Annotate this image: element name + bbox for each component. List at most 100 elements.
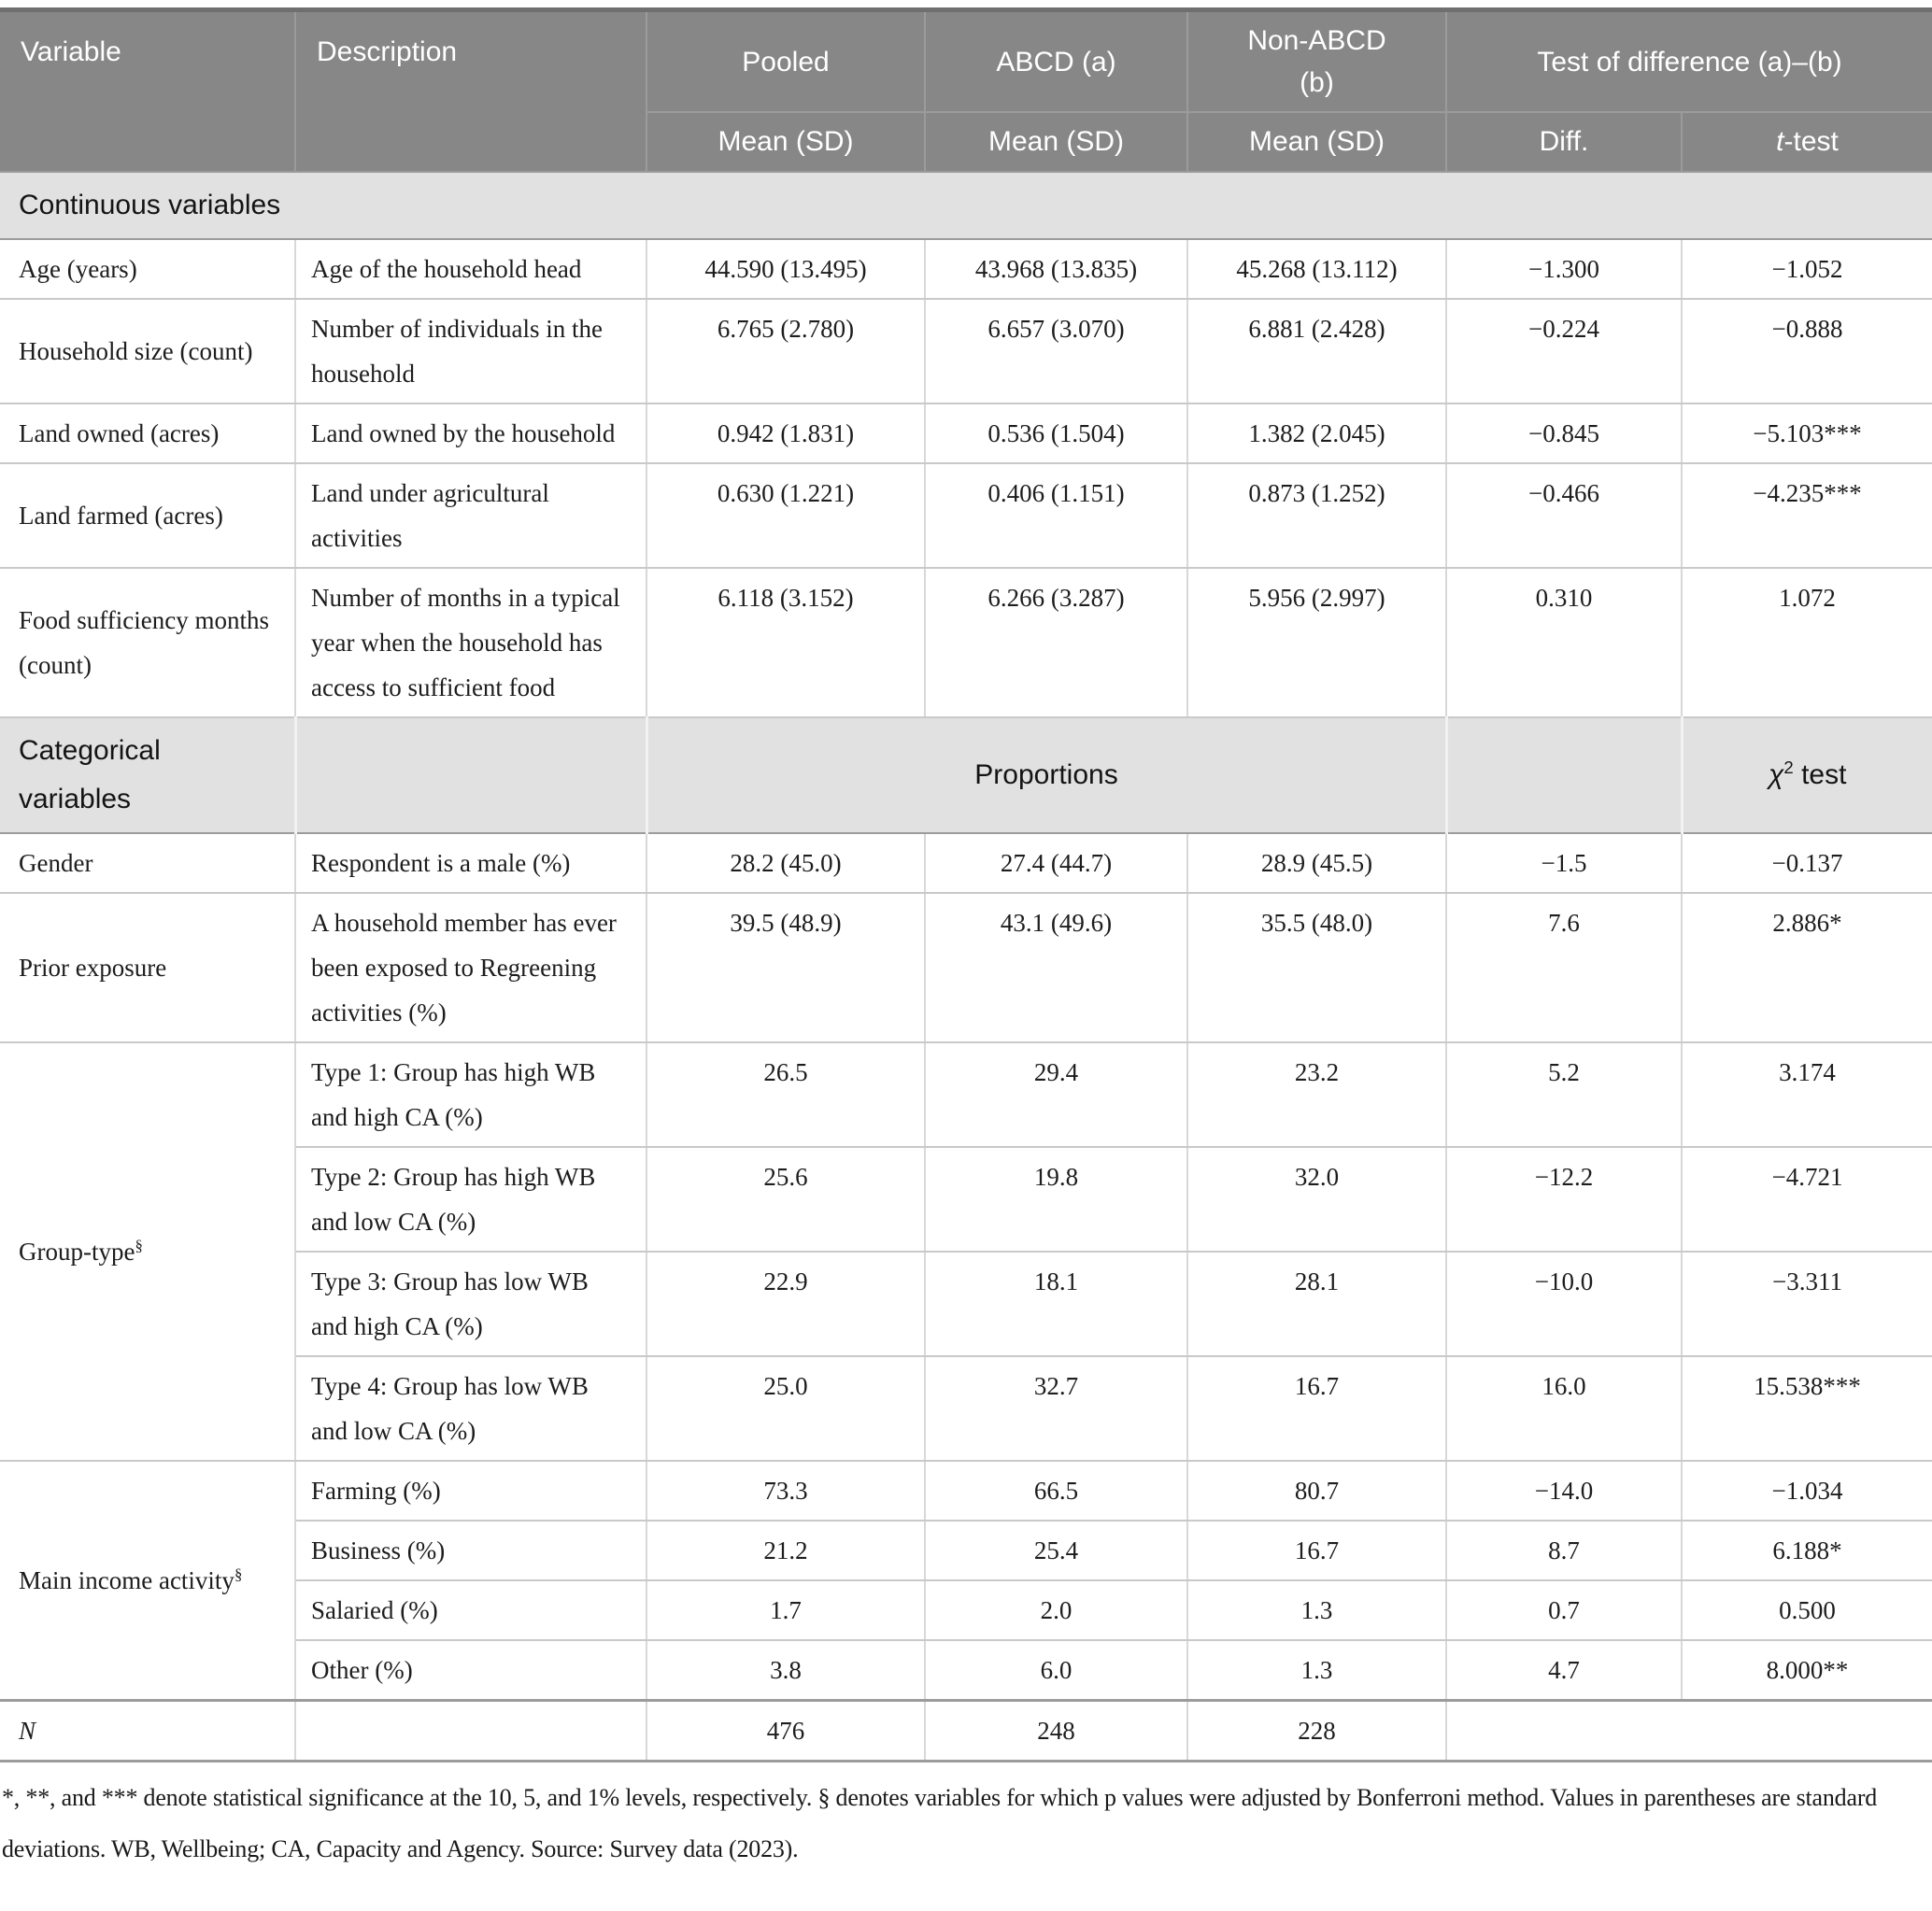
- cell-type2-abcd: 19.8: [925, 1147, 1188, 1253]
- cell-land-farmed-description: Land under agricultural activities: [295, 463, 647, 569]
- cell-n-empty-test: [1446, 1699, 1932, 1762]
- row-gender: Gender Respondent is a male (%) 28.2 (45…: [0, 833, 1932, 894]
- row-age: Age (years) Age of the household head 44…: [0, 239, 1932, 300]
- section-continuous-label: Continuous variables: [0, 171, 1932, 240]
- cell-land-farmed-pooled: 0.630 (1.221): [646, 463, 926, 569]
- cell-farming-pooled: 73.3: [646, 1461, 926, 1522]
- cell-prior-exposure-variable: Prior exposure: [0, 893, 296, 1043]
- header-non-abcd-line1: Non-ABCD: [1247, 25, 1386, 56]
- cell-prior-exposure-ttest: 2.886*: [1682, 893, 1932, 1043]
- cell-gender-pooled: 28.2 (45.0): [646, 833, 926, 894]
- cell-n-pooled: 476: [646, 1699, 926, 1762]
- cell-gender-ttest: −0.137: [1682, 833, 1932, 894]
- cell-gender-description: Respondent is a male (%): [295, 833, 647, 894]
- header-row-groups: Variable Description Pooled ABCD (a) Non…: [0, 9, 1932, 173]
- header-abcd: ABCD (a): [925, 9, 1188, 113]
- cell-household-abcd: 6.657 (3.070): [925, 299, 1188, 404]
- row-income-business: Business (%) 21.2 25.4 16.7 8.7 6.188*: [0, 1521, 1932, 1581]
- chi-superscript: 2: [1783, 757, 1794, 777]
- cell-land-owned-diff: −0.845: [1446, 403, 1683, 464]
- cell-type3-diff: −10.0: [1446, 1252, 1683, 1357]
- cell-farming-non-abcd: 80.7: [1187, 1461, 1447, 1522]
- cell-type3-non-abcd: 28.1: [1187, 1252, 1447, 1357]
- row-group-type-1: Group-type§ Type 1: Group has high WB an…: [0, 1042, 1932, 1462]
- section-continuous-variables: Continuous variables: [0, 171, 1932, 240]
- cell-land-farmed-diff: −0.466: [1446, 463, 1683, 569]
- cell-food-sufficiency-variable: Food sufficiency months (count): [0, 568, 296, 718]
- cell-food-sufficiency-abcd: 6.266 (3.287): [925, 568, 1188, 718]
- cell-type1-abcd: 29.4: [925, 1042, 1188, 1148]
- cell-group-type-variable: Group-type§: [0, 1042, 296, 1462]
- cell-type3-description: Type 3: Group has low WB and high CA (%): [295, 1252, 647, 1357]
- section-categorical-variables: Categorical variables Proportions χ2 tes…: [0, 716, 1932, 834]
- cell-food-sufficiency-description: Number of months in a typical year when …: [295, 568, 647, 718]
- cell-type4-ttest: 15.538***: [1682, 1356, 1932, 1462]
- cell-type4-non-abcd: 16.7: [1187, 1356, 1447, 1462]
- cell-land-owned-abcd: 0.536 (1.504): [925, 403, 1188, 464]
- header-pooled: Pooled: [646, 9, 926, 113]
- cell-prior-exposure-pooled: 39.5 (48.9): [646, 893, 926, 1043]
- section-proportions-label: Proportions: [646, 716, 1448, 834]
- cell-land-owned-variable: Land owned (acres): [0, 403, 296, 464]
- cell-type3-abcd: 18.1: [925, 1252, 1188, 1357]
- section-categorical-label: Categorical variables: [0, 716, 297, 834]
- cell-gender-non-abcd: 28.9 (45.5): [1187, 833, 1447, 894]
- table-body: Continuous variables Age (years) Age of …: [0, 171, 1932, 1762]
- cell-land-owned-ttest: −5.103***: [1682, 403, 1932, 464]
- cell-business-non-abcd: 16.7: [1187, 1521, 1447, 1581]
- cell-household-non-abcd: 6.881 (2.428): [1187, 299, 1447, 404]
- cell-other-abcd: 6.0: [925, 1640, 1188, 1702]
- header-t-test: t-test: [1682, 112, 1932, 173]
- cell-type2-description: Type 2: Group has high WB and low CA (%): [295, 1147, 647, 1253]
- cell-household-pooled: 6.765 (2.780): [646, 299, 926, 404]
- t-test-rest: -test: [1783, 126, 1839, 157]
- cell-prior-exposure-abcd: 43.1 (49.6): [925, 893, 1188, 1043]
- cell-salaried-abcd: 2.0: [925, 1580, 1188, 1641]
- header-mean-sd-non-abcd: Mean (SD): [1187, 112, 1447, 173]
- table-header: Variable Description Pooled ABCD (a) Non…: [0, 9, 1932, 173]
- cell-business-description: Business (%): [295, 1521, 647, 1581]
- cell-land-owned-non-abcd: 1.382 (2.045): [1187, 403, 1447, 464]
- row-food-sufficiency: Food sufficiency months (count) Number o…: [0, 568, 1932, 718]
- cell-farming-abcd: 66.5: [925, 1461, 1188, 1522]
- cell-household-diff: −0.224: [1446, 299, 1683, 404]
- group-type-superscript: §: [135, 1237, 143, 1254]
- header-test-of-difference: Test of difference (a)–(b): [1446, 9, 1932, 113]
- cell-type1-ttest: 3.174: [1682, 1042, 1932, 1148]
- cell-type2-non-abcd: 32.0: [1187, 1147, 1447, 1253]
- cell-type3-ttest: −3.311: [1682, 1252, 1932, 1357]
- summary-statistics-table-wrap: Variable Description Pooled ABCD (a) Non…: [0, 7, 1932, 1762]
- cell-land-farmed-abcd: 0.406 (1.151): [925, 463, 1188, 569]
- cell-farming-ttest: −1.034: [1682, 1461, 1932, 1522]
- cell-food-sufficiency-diff: 0.310: [1446, 568, 1683, 718]
- section-categorical-empty-diff: [1446, 716, 1683, 834]
- cell-type1-description: Type 1: Group has high WB and high CA (%…: [295, 1042, 647, 1148]
- cell-business-diff: 8.7: [1446, 1521, 1683, 1581]
- cell-household-variable: Household size (count): [0, 299, 296, 404]
- row-household-size: Household size (count) Number of individ…: [0, 299, 1932, 404]
- main-income-superscript: §: [234, 1565, 243, 1583]
- table-footnote: *, **, and *** denote statistical signif…: [2, 1784, 1878, 1862]
- cell-business-abcd: 25.4: [925, 1521, 1188, 1581]
- group-type-label: Group-type: [19, 1238, 135, 1266]
- cell-main-income-variable: Main income activity§: [0, 1461, 296, 1702]
- cell-land-farmed-non-abcd: 0.873 (1.252): [1187, 463, 1447, 569]
- cell-other-ttest: 8.000**: [1682, 1640, 1932, 1702]
- cell-household-description: Number of individuals in the household: [295, 299, 647, 404]
- header-row-sub: Mean (SD) Mean (SD) Mean (SD) Diff. t-te…: [0, 112, 1932, 173]
- cell-type2-diff: −12.2: [1446, 1147, 1683, 1253]
- cell-n-non-abcd: 228: [1187, 1699, 1447, 1762]
- cell-household-ttest: −0.888: [1682, 299, 1932, 404]
- cell-food-sufficiency-pooled: 6.118 (3.152): [646, 568, 926, 718]
- header-variable: Variable: [0, 9, 296, 173]
- cell-land-owned-description: Land owned by the household: [295, 403, 647, 464]
- chi-test-label: test: [1793, 759, 1847, 790]
- row-income-other: Other (%) 3.8 6.0 1.3 4.7 8.000**: [0, 1640, 1932, 1702]
- row-land-owned: Land owned (acres) Land owned by the hou…: [0, 403, 1932, 464]
- header-mean-sd-pooled: Mean (SD): [646, 112, 926, 173]
- cell-land-owned-pooled: 0.942 (1.831): [646, 403, 926, 464]
- cell-salaried-ttest: 0.500: [1682, 1580, 1932, 1641]
- cell-type3-pooled: 22.9: [646, 1252, 926, 1357]
- cell-gender-variable: Gender: [0, 833, 296, 894]
- header-diff: Diff.: [1446, 112, 1683, 173]
